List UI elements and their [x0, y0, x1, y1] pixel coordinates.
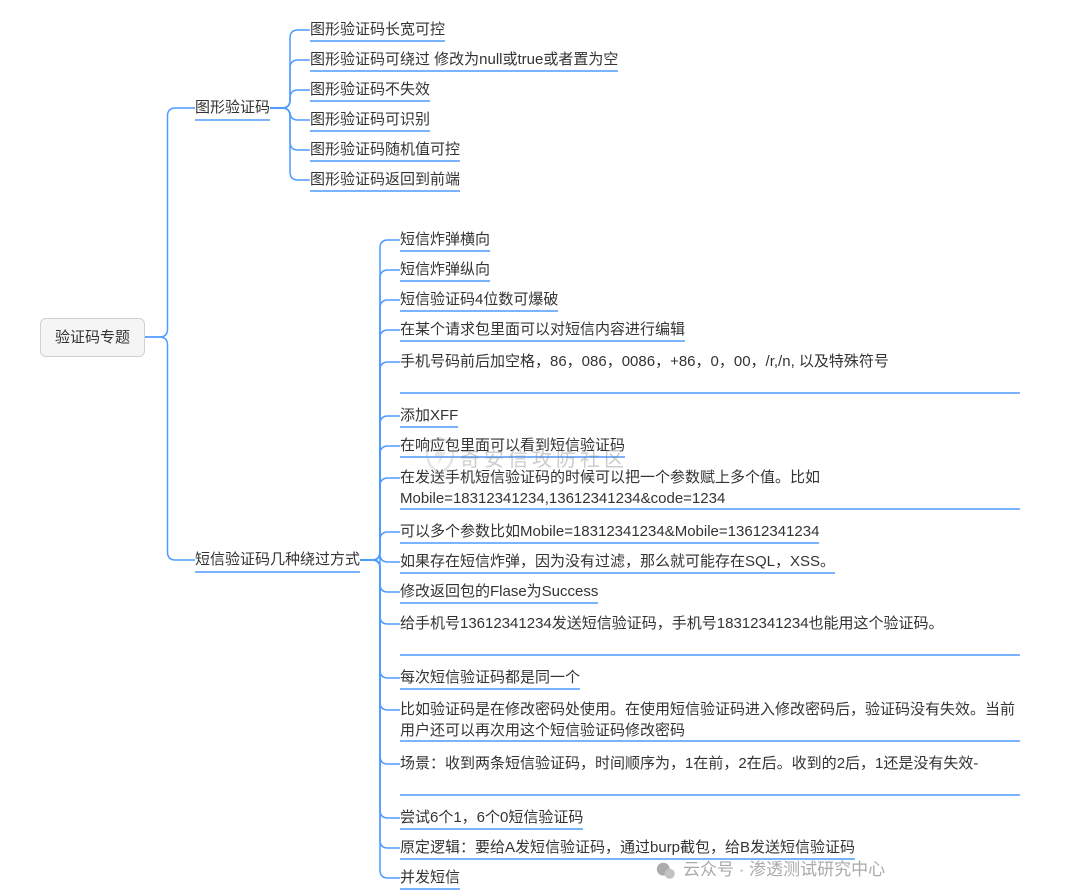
- leaf-node: 在响应包里面可以看到短信验证码: [400, 435, 625, 456]
- leaf-node: 在某个请求包里面可以对短信内容进行编辑: [400, 319, 685, 340]
- leaf-node: 短信炸弹横向: [400, 229, 490, 250]
- leaf-node: 图形验证码可识别: [310, 109, 430, 130]
- leaf-node: 图形验证码可绕过 修改为null或true或者置为空: [310, 49, 618, 70]
- root-node: 验证码专题: [40, 318, 145, 357]
- leaf-node: 并发短信: [400, 867, 460, 888]
- leaf-node: 尝试6个1，6个0短信验证码: [400, 807, 583, 828]
- leaf-node: 修改返回包的Flase为Success: [400, 581, 598, 602]
- leaf-node: 短信验证码4位数可爆破: [400, 289, 558, 310]
- leaf-node: 添加XFF: [400, 405, 458, 426]
- leaf-node: 图形验证码不失效: [310, 79, 430, 100]
- leaf-node: 短信炸弹纵向: [400, 259, 490, 280]
- leaf-node: 图形验证码长宽可控: [310, 19, 445, 40]
- leaf-node: 原定逻辑：要给A发短信验证码，通过burp截包，给B发送短信验证码: [400, 837, 855, 858]
- leaf-node: 图形验证码返回到前端: [310, 169, 460, 190]
- bottom-watermark: 云众号 · 渗透测试研究中心: [655, 855, 885, 882]
- leaf-node: 如果存在短信炸弹，因为没有过滤，那么就可能存在SQL，XSS。: [400, 551, 835, 572]
- leaf-node: 手机号码前后加空格，86，086，0086，+86，0，00，/r,/n, 以及…: [400, 351, 1020, 372]
- leaf-node: 在发送手机短信验证码的时候可以把一个参数赋上多个值。比如Mobile=18312…: [400, 467, 1020, 509]
- leaf-node: 比如验证码是在修改密码处使用。在使用短信验证码进入修改密码后，验证码没有失效。当…: [400, 699, 1020, 741]
- leaf-node: 场景：收到两条短信验证码，时间顺序为，1在前，2在后。收到的2后，1还是没有失效…: [400, 753, 1020, 774]
- wechat-icon: [655, 860, 677, 882]
- leaf-node: 可以多个参数比如Mobile=18312341234&Mobile=136123…: [400, 521, 819, 542]
- branch-node: 短信验证码几种绕过方式: [195, 549, 360, 570]
- leaf-node: 图形验证码随机值可控: [310, 139, 460, 160]
- branch-node: 图形验证码: [195, 97, 270, 118]
- leaf-node: 给手机号13612341234发送短信验证码，手机号18312341234也能用…: [400, 613, 1020, 634]
- bottom-watermark-text: 云众号 · 渗透测试研究中心: [683, 860, 885, 879]
- leaf-node: 每次短信验证码都是同一个: [400, 667, 580, 688]
